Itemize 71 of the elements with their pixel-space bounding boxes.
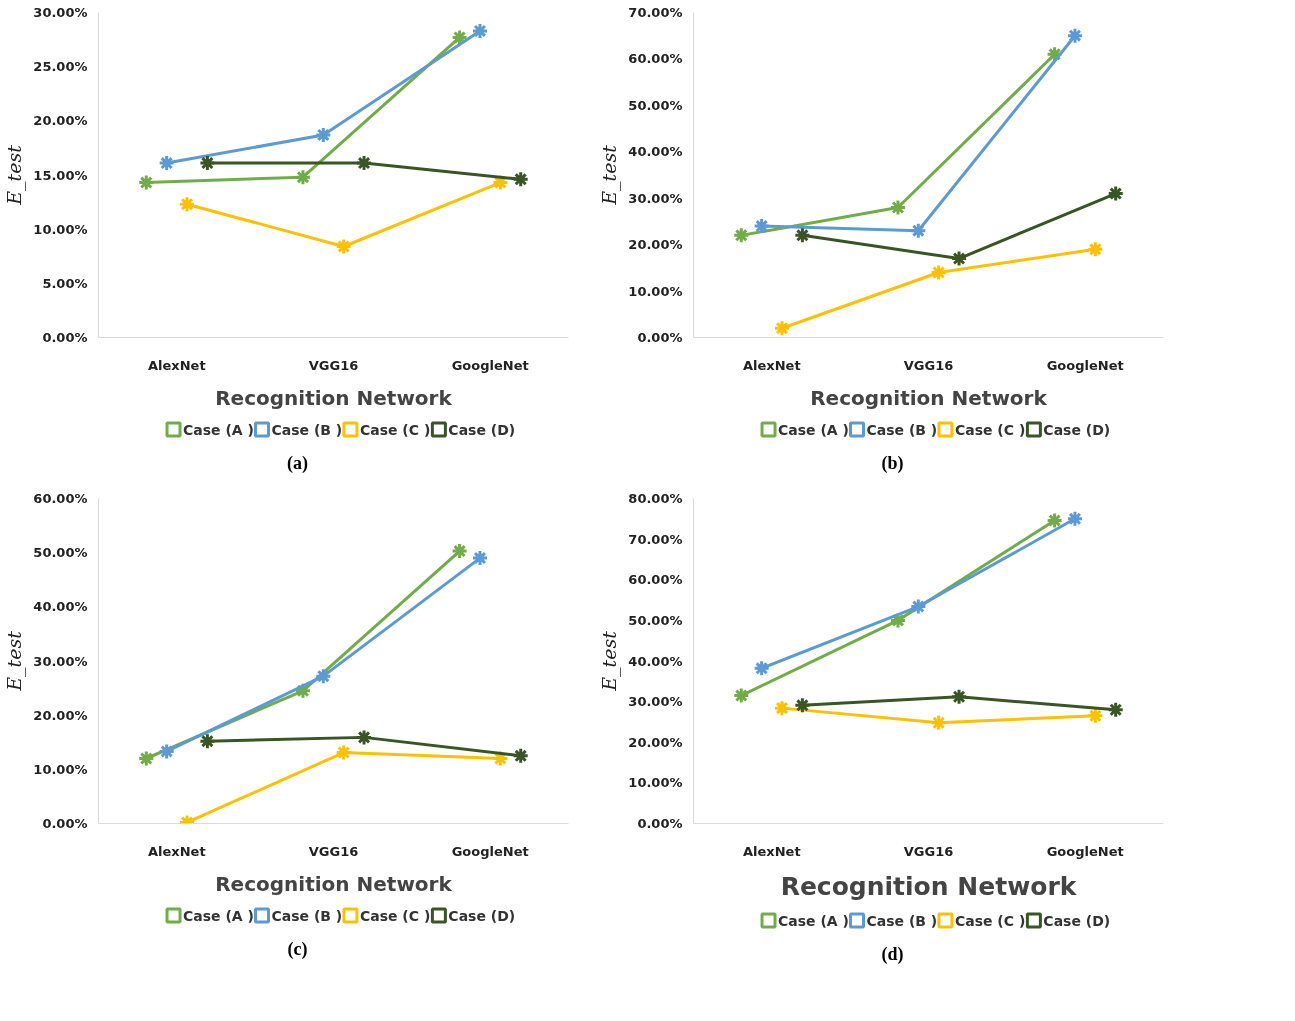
legend-label: Case (A )	[778, 421, 849, 438]
x-tick-label: GoogleNet	[1046, 357, 1124, 373]
legend-label: Case (C )	[359, 421, 431, 438]
y-tick-label: 50.00%	[33, 545, 88, 561]
y-tick-label: 20.00%	[628, 734, 683, 750]
legend-label: Case (D)	[1043, 912, 1111, 929]
y-tick-label: 30.00%	[33, 653, 88, 669]
y-tick-label: 20.00%	[628, 237, 683, 253]
y-axis-title: E_test	[3, 144, 27, 206]
legend-label: Case (B )	[271, 421, 343, 438]
x-axis-title: Recognition Network	[780, 871, 1078, 901]
y-tick-label: 40.00%	[33, 599, 88, 615]
x-axis-title: Recognition Network	[215, 385, 453, 410]
x-tick-label: VGG16	[308, 843, 359, 859]
text: (d)	[881, 943, 904, 966]
y-tick-label: 0.00%	[637, 816, 683, 831]
y-tick-label: 30.00%	[628, 190, 683, 206]
y-tick-label: 40.00%	[628, 653, 683, 669]
y-tick-label: 10.00%	[628, 775, 683, 791]
legend-label: Case (B )	[866, 912, 938, 929]
x-tick-label: AlexNet	[743, 843, 801, 859]
y-axis-title: E_test	[3, 630, 27, 692]
y-tick-label: 5.00%	[42, 275, 88, 291]
y-tick-label: 10.00%	[33, 761, 88, 777]
y-tick-label: 80.00%	[628, 491, 683, 506]
y-tick-label: 10.00%	[628, 283, 683, 299]
y-tick-label: 0.00%	[42, 816, 88, 831]
y-tick-label: 60.00%	[628, 51, 683, 67]
x-tick-label: AlexNet	[743, 357, 801, 373]
y-tick-label: 20.00%	[33, 707, 88, 723]
legend-label: Case (A )	[183, 907, 254, 924]
y-tick-label: 10.00%	[33, 221, 88, 237]
y-tick-label: 15.00%	[33, 167, 88, 183]
text: (a)	[287, 452, 308, 475]
y-tick-label: 30.00%	[628, 694, 683, 710]
y-tick-label: 50.00%	[628, 97, 683, 113]
y-axis-title: E_test	[598, 144, 622, 206]
y-tick-label: 60.00%	[33, 491, 88, 506]
legend-label: Case (A )	[183, 421, 254, 438]
legend-label: Case (C )	[954, 421, 1026, 438]
y-tick-label: 25.00%	[33, 59, 88, 75]
x-tick-label: GoogleNet	[451, 357, 529, 373]
legend-label: Case (B )	[271, 907, 343, 924]
y-tick-label: 20.00%	[33, 113, 88, 129]
x-tick-label: VGG16	[308, 357, 359, 373]
legend-label: Case (D)	[1043, 421, 1111, 438]
legend-label: Case (D)	[448, 421, 516, 438]
legend-label: Case (A )	[778, 912, 849, 929]
legend-label: Case (C )	[954, 912, 1026, 929]
legend-label: Case (C )	[359, 907, 431, 924]
x-axis-title: Recognition Network	[215, 871, 453, 896]
legend-label: Case (D)	[448, 907, 516, 924]
text: (b)	[881, 452, 904, 475]
y-tick-label: 60.00%	[628, 572, 683, 588]
y-tick-label: 50.00%	[628, 612, 683, 628]
x-tick-label: VGG16	[903, 357, 954, 373]
y-tick-label: 0.00%	[637, 330, 683, 345]
x-tick-label: GoogleNet	[1046, 843, 1124, 859]
y-tick-label: 30.00%	[33, 5, 88, 20]
x-tick-label: GoogleNet	[451, 843, 529, 859]
y-axis-title: E_test	[598, 630, 622, 692]
text: (c)	[287, 938, 308, 961]
x-tick-label: AlexNet	[148, 843, 206, 859]
y-tick-label: 70.00%	[628, 531, 683, 547]
legend-label: Case (B )	[866, 421, 938, 438]
x-axis-title: Recognition Network	[810, 385, 1048, 410]
x-tick-label: AlexNet	[148, 357, 206, 373]
y-tick-label: 0.00%	[42, 330, 88, 345]
y-tick-label: 40.00%	[628, 144, 683, 160]
y-tick-label: 70.00%	[628, 5, 683, 20]
x-tick-label: VGG16	[903, 843, 954, 859]
